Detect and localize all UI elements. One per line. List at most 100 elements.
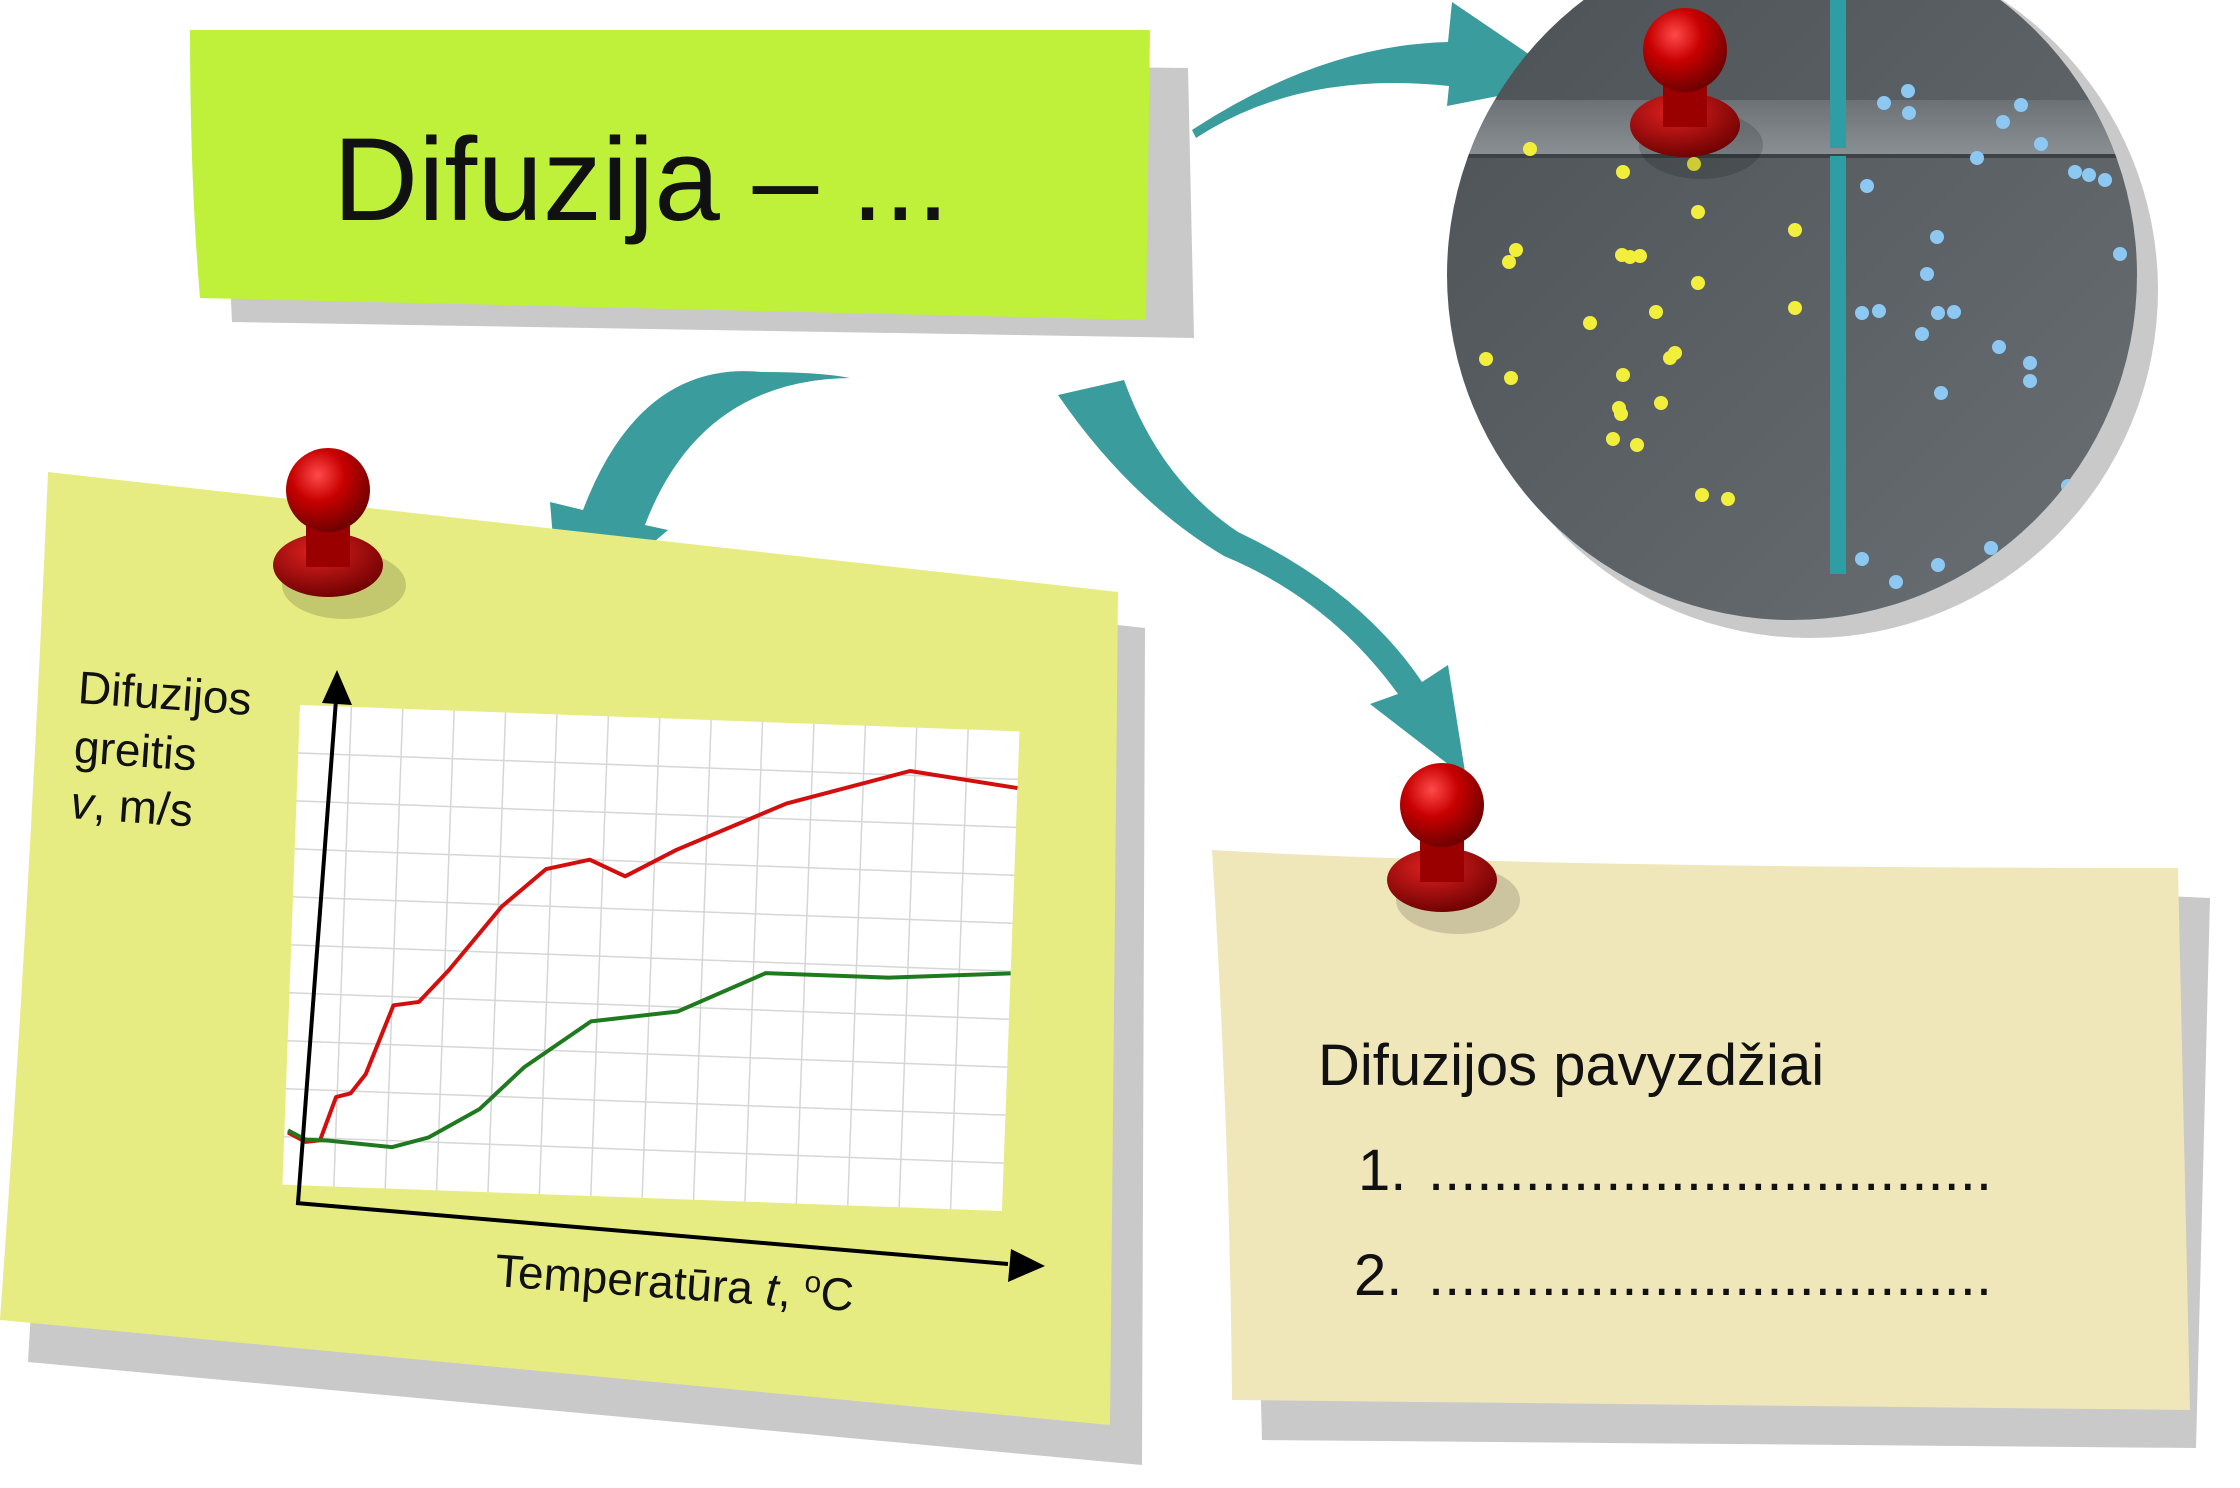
grid-line-horizontal xyxy=(287,1040,1008,1068)
examples-title: Difuzijos pavyzdžiai xyxy=(1318,1033,1824,1098)
particle-blue xyxy=(1951,660,1965,674)
graph-note: Difuzijos greitis v, m/s Temperatūra t, … xyxy=(0,448,1145,1465)
grid-line-horizontal xyxy=(296,800,1017,829)
particle-yellow xyxy=(1544,626,1558,640)
divider-bar xyxy=(1830,0,1846,148)
plot-grid xyxy=(284,706,1018,1210)
particle-blue xyxy=(2068,165,2082,179)
particle-blue xyxy=(1930,230,1944,244)
grid-line-horizontal xyxy=(284,1135,1004,1164)
particle-blue xyxy=(1947,305,1961,319)
particle-yellow xyxy=(1788,301,1802,315)
pin-icon xyxy=(1387,763,1520,934)
particle-blue xyxy=(2014,98,2028,112)
particle-yellow xyxy=(1490,650,1504,664)
particle-yellow xyxy=(1788,223,1802,237)
particle-blue xyxy=(1920,267,1934,281)
particle-blue xyxy=(2009,598,2023,612)
particle-yellow xyxy=(1668,346,1682,360)
x-axis-label-unit: C xyxy=(819,1267,856,1321)
particle-yellow xyxy=(1606,432,1620,446)
particle-yellow xyxy=(1490,623,1504,637)
particle-yellow xyxy=(1687,157,1701,171)
x-axis-label-degree: o xyxy=(803,1266,822,1300)
particle-blue xyxy=(1855,552,1869,566)
particle-yellow xyxy=(1782,676,1796,690)
grid-line-horizontal xyxy=(289,992,1009,1020)
series-line-red xyxy=(286,768,1018,1144)
particle-yellow xyxy=(1695,488,1709,502)
svg-text:v, m/s: v, m/s xyxy=(69,776,195,836)
series-line-green xyxy=(287,971,1011,1150)
particle-yellow xyxy=(1691,205,1705,219)
particle-yellow xyxy=(1612,599,1626,613)
y-axis-unit: , m/s xyxy=(92,778,195,837)
particle-yellow xyxy=(1630,438,1644,452)
particle-yellow xyxy=(1521,685,1535,699)
particle-blue xyxy=(2023,374,2037,388)
particle-yellow xyxy=(1479,352,1493,366)
particle-blue xyxy=(2122,616,2136,620)
particle-blue xyxy=(1860,179,1874,193)
pin-icon xyxy=(1630,8,1763,179)
y-axis-label-line1: Difuzijos xyxy=(76,661,253,725)
divider-bar-lower xyxy=(1830,156,1846,574)
particle-blue xyxy=(1930,676,1944,690)
diffusion-view xyxy=(1447,0,2158,711)
arrow-to-examples-note xyxy=(1058,380,1466,778)
grid-line-horizontal xyxy=(291,944,1011,972)
particle-blue xyxy=(1992,340,2006,354)
particle-yellow xyxy=(1654,396,1668,410)
particle-blue xyxy=(1985,624,1999,638)
title-text: Difuzija – ... xyxy=(333,114,949,246)
particle-blue xyxy=(1970,151,1984,165)
x-axis-label-separator: , xyxy=(777,1264,806,1318)
example-number: 1. xyxy=(1358,1138,1406,1203)
particle-blue xyxy=(1879,697,1893,711)
svg-text:2. .....................: 2. ................................... xyxy=(1354,1243,1992,1308)
title-note-paper xyxy=(190,30,1150,320)
particle-yellow xyxy=(1509,243,1523,257)
particle-yellow xyxy=(1721,492,1735,506)
y-axis xyxy=(296,699,338,1204)
particle-blue xyxy=(1931,306,1945,320)
particle-yellow xyxy=(1649,305,1663,319)
particle-yellow xyxy=(1515,561,1529,575)
particle-yellow xyxy=(1523,142,1537,156)
examples-note: Difuzijos pavyzdžiai 1. ................… xyxy=(1212,763,2210,1448)
particle-blue xyxy=(1902,106,1916,120)
particle-blue xyxy=(1934,386,1948,400)
svg-text:greitis: greitis xyxy=(72,720,198,780)
particle-yellow xyxy=(1560,566,1574,580)
particle-yellow xyxy=(1583,316,1597,330)
title-note: Difuzija – ... xyxy=(190,30,1194,338)
particle-blue xyxy=(1984,541,1998,555)
particle-blue xyxy=(1877,96,1891,110)
particle-blue xyxy=(2113,247,2127,261)
axes xyxy=(295,699,1009,1266)
grid-line-horizontal xyxy=(285,1087,1006,1116)
particle-blue xyxy=(2098,173,2112,187)
particle-yellow xyxy=(1691,276,1705,290)
particle-yellow xyxy=(1616,165,1630,179)
svg-text:Difuzijos: Difuzijos xyxy=(76,661,253,725)
examples-note-paper xyxy=(1212,850,2190,1410)
particle-blue xyxy=(1931,558,1945,572)
arrow-to-diffusion-view xyxy=(1192,2,1570,138)
plot-area xyxy=(282,705,1020,1212)
particle-yellow xyxy=(1504,371,1518,385)
particle-blue xyxy=(2052,540,2066,554)
particle-blue xyxy=(1872,304,1886,318)
x-axis xyxy=(295,1201,1009,1266)
example-blank-2[interactable]: ................................... xyxy=(1428,1243,1992,1308)
particle-yellow xyxy=(1502,255,1516,269)
container-top-edge xyxy=(1447,100,2137,156)
y-axis-label-line2: greitis xyxy=(72,720,198,780)
diffusion-view-background xyxy=(1447,0,2137,620)
example-blank-1[interactable]: ................................... xyxy=(1428,1138,1992,1203)
pin-icon xyxy=(273,448,406,619)
particle-yellow xyxy=(1616,368,1630,382)
plot-series xyxy=(286,768,1018,1150)
particle-blue xyxy=(1855,306,1869,320)
